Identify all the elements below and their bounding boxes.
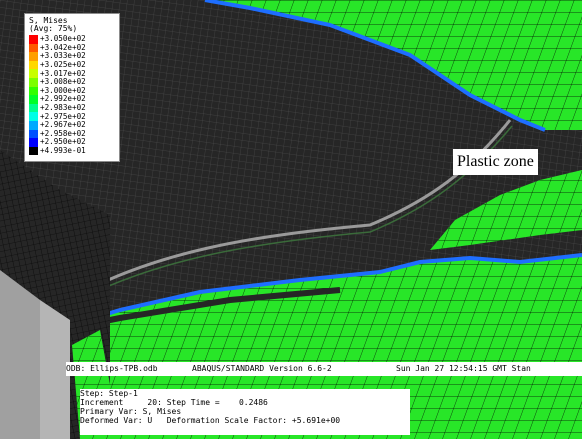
legend-value: +2.950e+02 [40,137,86,147]
legend-value: +2.992e+02 [40,94,86,104]
legend-entry: +3.033e+02 [29,52,115,61]
legend-entry: +3.050e+02 [29,35,115,44]
legend-value: +3.000e+02 [40,85,86,95]
legend-swatch [29,77,38,87]
legend-value: +2.967e+02 [40,120,86,130]
legend-title: S, Mises [29,16,68,25]
legend-swatch [29,35,38,44]
legend-entry: +3.008e+02 [29,78,115,87]
legend-swatch [29,86,38,96]
legend-value: +2.975e+02 [40,111,86,121]
deformed-var: Deformed Var: U Deformation Scale Factor… [80,416,341,425]
legend-swatch [29,138,38,147]
legend-value: +3.017e+02 [40,68,86,78]
legend: S, Mises (Avg: 75%) +3.050e+02 +3.042e+02… [24,13,120,162]
legend-entry: +3.017e+02 [29,69,115,78]
legend-value: +2.958e+02 [40,128,86,138]
timestamp: Sun Jan 27 12:54:15 GMT Stan [396,364,531,373]
odb-info-line: ODB: Ellips-TPB.odb ABAQUS/STANDARD Vers… [66,362,582,376]
legend-entry: +4.993e-01 [29,147,115,156]
legend-entry: +3.025e+02 [29,61,115,70]
legend-swatch [29,103,38,113]
legend-entry: +2.958e+02 [29,128,115,139]
legend-entry: +2.983e+02 [29,104,115,113]
legend-subtitle: (Avg: 75%) [29,24,78,33]
legend-value: +2.983e+02 [40,103,86,113]
legend-entry: +3.000e+02 [29,85,115,96]
legend-value: +3.033e+02 [40,51,86,61]
legend-swatch [29,69,38,78]
legend-swatch [29,43,38,53]
legend-entry: +3.042e+02 [29,42,115,53]
legend-value: +3.050e+02 [40,34,86,44]
legend-value: +4.993e-01 [40,146,86,156]
legend-entry: +2.950e+02 [29,138,115,147]
legend-value: +3.042e+02 [40,42,86,52]
step-info: Step: Step-1 Increment 20: Step Time = 0… [80,389,410,435]
legend-swatch [29,129,38,139]
legend-value: +3.008e+02 [40,77,86,87]
legend-swatch [29,112,38,121]
legend-entry: +2.975e+02 [29,112,115,121]
legend-swatch [29,52,38,61]
plastic-zone-label: Plastic zone [453,149,538,175]
legend-swatch [29,146,38,156]
legend-value: +3.025e+02 [40,60,86,70]
legend-rows: +3.050e+02 +3.042e+02 +3.033e+02 +3.025e+02… [29,35,115,156]
legend-swatch [29,120,38,130]
legend-entry: +2.967e+02 [29,121,115,130]
increment-info: Increment 20: Step Time = 0.2486 [80,398,268,407]
legend-entry: +2.992e+02 [29,95,115,104]
solver-version: ABAQUS/STANDARD Version 6.6-2 [192,364,332,373]
legend-swatch [29,60,38,70]
primary-var: Primary Var: S, Mises [80,407,182,416]
legend-swatch [29,95,38,104]
step-name: Step: Step-1 [80,389,138,398]
odb-filename: ODB: Ellips-TPB.odb [66,364,158,373]
